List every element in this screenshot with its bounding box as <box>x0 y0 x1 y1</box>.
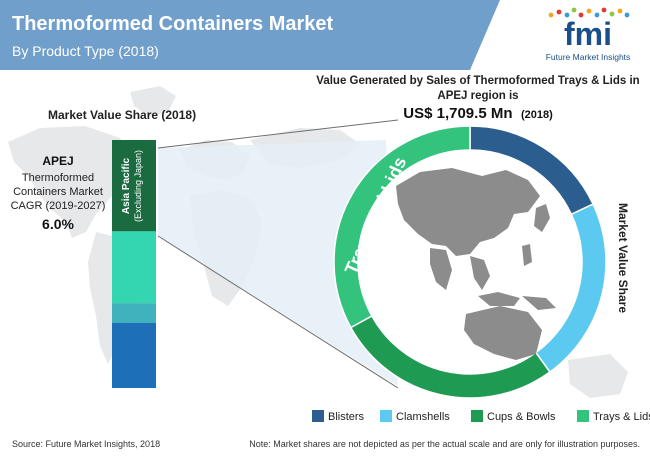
logo-wordmark: fmi <box>564 16 612 52</box>
callout-line-bottom <box>157 235 399 389</box>
donut-header-value: US$ 1,709.5 Mn (2018) <box>403 105 553 122</box>
market-line-1: Thermoformed <box>22 172 94 184</box>
legend-label-clamshells: Clamshells <box>396 411 450 423</box>
bar-segment-blisters <box>112 322 156 388</box>
legend-swatch-trays-and-lids <box>577 410 589 422</box>
bar-label: Asia Pacific (Excluding Japan) <box>121 150 143 222</box>
legend-label-blisters: Blisters <box>328 411 365 423</box>
legend-swatch-clamshells <box>380 410 392 422</box>
donut-legend: Blisters Clamshells Cups & Bowls Trays & Li… <box>312 410 650 423</box>
donut-year: (2018) <box>521 109 553 121</box>
legend-swatch-blisters <box>312 410 324 422</box>
callout-line-top <box>157 119 399 149</box>
bar-label-line-1: Asia Pacific <box>121 157 132 214</box>
cagr-value: 6.0% <box>42 216 74 232</box>
page-title: Thermoformed Containers Market <box>12 13 334 35</box>
market-value-share-side-label: Market Value Share <box>616 203 630 313</box>
donut-header-line-1: Value Generated by Sales of Thermoformed… <box>316 75 639 87</box>
bar-segment-clamshells <box>112 303 156 323</box>
stacked-bar <box>112 140 156 388</box>
legend-swatch-cups-and-bowls <box>471 410 483 422</box>
left-panel-heading: Market Value Share (2018) <box>48 108 196 122</box>
callout-wedge <box>158 140 398 386</box>
legend-label-cups-and-bowls: Cups & Bowls <box>487 411 556 423</box>
page-subtitle: By Product Type (2018) <box>12 43 159 59</box>
footer-source: Source: Future Market Insights, 2018 <box>12 439 160 449</box>
asia-map <box>396 168 556 360</box>
fmi-logo: fmi Future Market Insights <box>546 7 631 62</box>
donut-slice-trays-and-lids <box>333 125 471 329</box>
logo-caption: Future Market Insights <box>546 52 631 62</box>
donut-value: US$ 1,709.5 Mn <box>403 105 512 122</box>
bar-segment-asia-pacific-excluding-japan <box>112 140 156 232</box>
market-line-2: Containers Market <box>13 186 103 198</box>
donut-chart <box>333 125 607 399</box>
footer-note: Note: Market shares are not depicted as … <box>249 439 640 449</box>
bar-label-line-2: (Excluding Japan) <box>133 150 143 222</box>
cagr-label: CAGR (2019-2027) <box>11 200 106 212</box>
legend-label-trays-and-lids: Trays & Lids <box>593 411 650 423</box>
header-banner: Thermoformed Containers Market By Produc… <box>0 0 500 70</box>
bar-segment-trays-and-lids <box>112 231 156 304</box>
donut-header-line-2: APEJ region is <box>437 90 518 102</box>
region-label: APEJ <box>42 154 73 168</box>
